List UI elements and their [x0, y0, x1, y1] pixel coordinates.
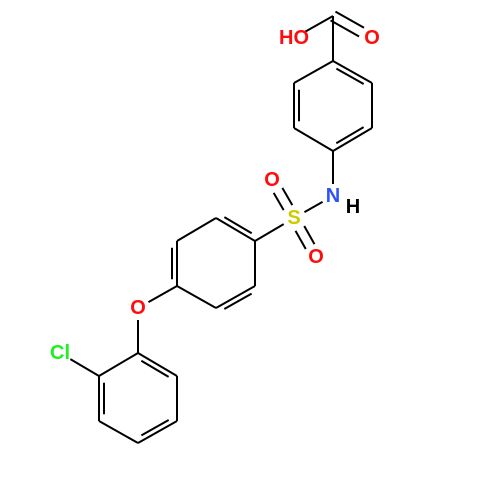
bond [216, 286, 255, 308]
atom-o: O [308, 246, 324, 268]
bond [333, 61, 372, 83]
molecule-canvas: HOONHSOOOCl [0, 0, 500, 500]
atom-o: O [264, 169, 280, 191]
bond [255, 224, 284, 241]
bond [216, 218, 255, 241]
atom-s: S [287, 207, 300, 229]
bond [304, 202, 322, 212]
atom-o: O [130, 297, 146, 319]
bond [333, 128, 372, 151]
bond [99, 421, 138, 443]
bond [138, 353, 177, 376]
bond [177, 218, 216, 241]
atom-cl: Cl [50, 342, 70, 364]
bond [148, 286, 177, 302]
bond [282, 188, 292, 205]
bond [70, 359, 99, 376]
bond [138, 421, 177, 443]
bond [99, 353, 138, 376]
bond [296, 231, 306, 249]
atom-o: O [364, 27, 380, 49]
bond [294, 128, 333, 151]
bond [177, 286, 216, 308]
atom-n: N [326, 185, 340, 207]
bond [274, 193, 284, 210]
bond [304, 226, 314, 244]
atom-h: H [346, 196, 360, 218]
atom-o: HO [279, 27, 309, 49]
bond [294, 61, 333, 83]
